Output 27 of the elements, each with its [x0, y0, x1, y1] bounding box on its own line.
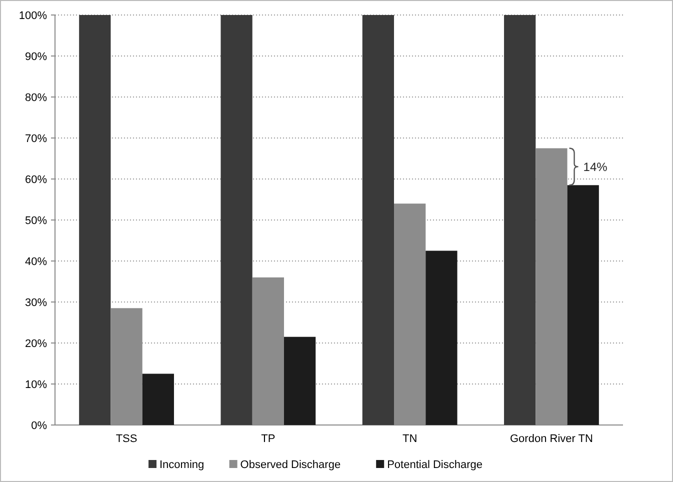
bar — [220, 15, 252, 425]
y-tick-label: 30% — [24, 296, 48, 309]
bar — [567, 185, 599, 425]
x-tick-label: TSS — [116, 433, 138, 445]
y-tick-label: 40% — [24, 256, 48, 268]
bar — [142, 374, 174, 425]
y-tick-label: 20% — [24, 338, 48, 350]
bar — [284, 336, 316, 425]
legend-label: Incoming — [160, 459, 204, 471]
y-tick-label: 0% — [31, 420, 48, 432]
legend-label: Potential Discharge — [387, 459, 482, 471]
annotation: 14% — [583, 160, 608, 174]
x-tick-label: Gordon River TN — [510, 433, 593, 445]
y-tick-label: 70% — [24, 132, 48, 145]
y-tick-label: 80% — [24, 92, 48, 104]
y-tick-label: 50% — [24, 214, 48, 227]
bar — [362, 15, 394, 425]
x-tick-label: TN — [402, 433, 418, 445]
x-tick-label: TP — [261, 433, 276, 445]
y-tick-label: 100% — [18, 10, 48, 22]
y-tick-label: 60% — [24, 174, 48, 186]
legend-label: Observed Discharge — [240, 459, 341, 471]
bar — [504, 15, 536, 425]
bar — [426, 250, 458, 425]
y-tick-label: 10% — [24, 378, 48, 391]
y-tick-label: 90% — [24, 50, 48, 63]
bar — [79, 15, 111, 425]
